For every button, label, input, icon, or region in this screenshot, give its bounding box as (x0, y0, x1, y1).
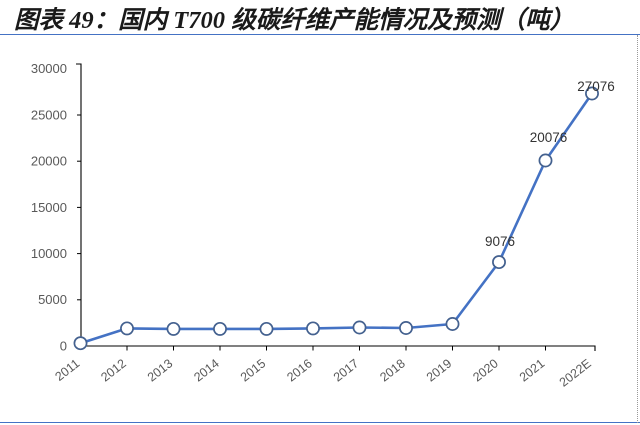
svg-text:0: 0 (60, 339, 67, 354)
svg-text:2019: 2019 (424, 356, 455, 384)
svg-text:27076: 27076 (577, 79, 615, 94)
svg-text:5000: 5000 (38, 292, 67, 307)
svg-text:2015: 2015 (238, 356, 269, 384)
svg-text:2021: 2021 (517, 356, 548, 384)
svg-text:2011: 2011 (53, 356, 83, 384)
svg-text:25000: 25000 (31, 108, 67, 123)
svg-text:2014: 2014 (191, 356, 222, 384)
svg-text:2022E: 2022E (557, 356, 594, 389)
svg-text:2017: 2017 (331, 356, 362, 384)
svg-text:2020: 2020 (470, 356, 501, 384)
svg-text:20076: 20076 (530, 130, 568, 145)
svg-text:2013: 2013 (145, 356, 176, 384)
svg-text:2012: 2012 (98, 356, 129, 384)
svg-text:20000: 20000 (31, 154, 67, 169)
svg-text:15000: 15000 (31, 200, 67, 215)
svg-text:2016: 2016 (284, 356, 315, 384)
svg-text:30000: 30000 (31, 61, 67, 76)
svg-text:9076: 9076 (485, 234, 515, 249)
svg-text:2018: 2018 (377, 356, 408, 384)
svg-text:10000: 10000 (31, 246, 67, 261)
